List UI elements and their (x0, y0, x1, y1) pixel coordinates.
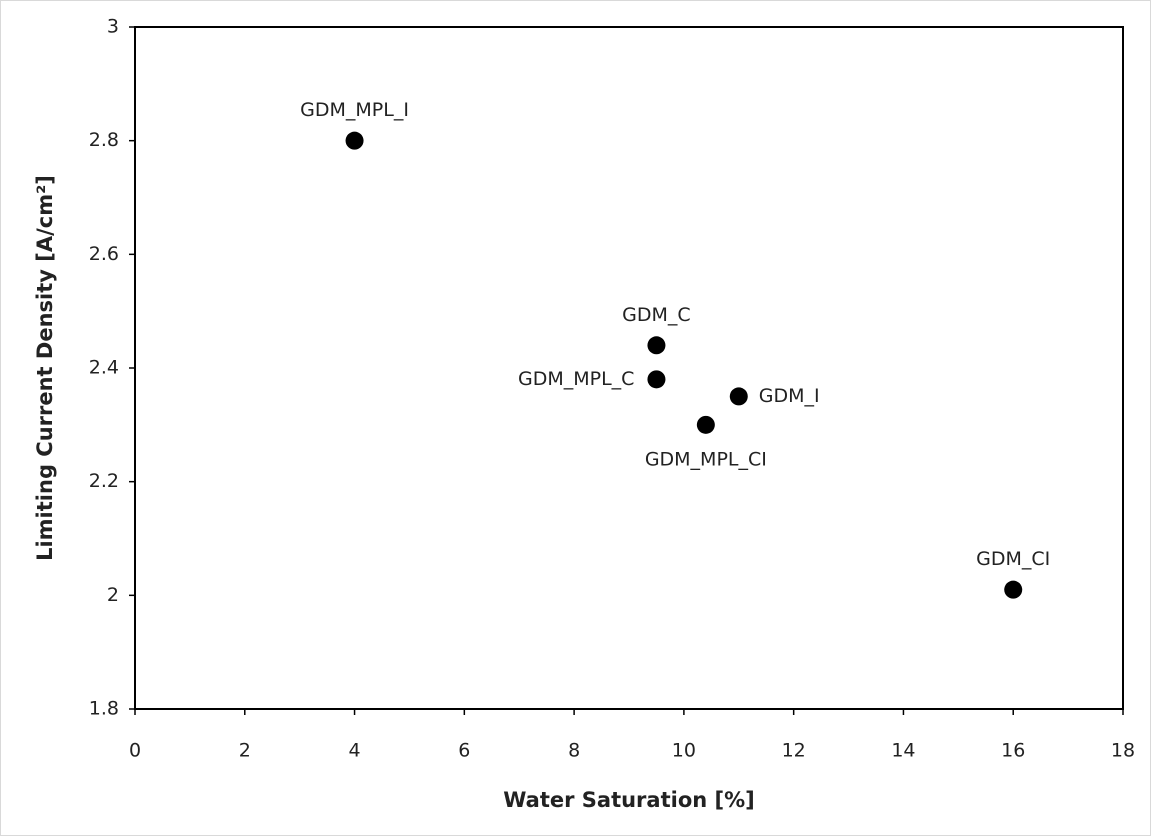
data-label: GDM_MPL_I (300, 99, 409, 121)
data-label: GDM_I (759, 385, 820, 407)
data-point (345, 131, 364, 150)
y-tick-label: 2.8 (89, 129, 119, 151)
y-tick-label: 2.4 (89, 357, 119, 379)
data-label: GDM_C (622, 304, 691, 326)
data-point (729, 387, 748, 406)
x-tick-label: 6 (458, 740, 470, 762)
y-tick-label: 3 (107, 16, 119, 38)
x-tick-label: 10 (672, 740, 696, 762)
y-tick-label: 1.8 (89, 698, 119, 720)
data-label: GDM_MPL_CI (645, 448, 767, 470)
data-label: GDM_CI (976, 548, 1050, 570)
x-tick-label: 18 (1111, 740, 1135, 762)
x-axis-title: Water Saturation [%] (503, 788, 755, 812)
y-tick-label: 2.6 (89, 243, 119, 265)
y-tick-label: 2 (107, 584, 119, 606)
y-axis-title: Limiting Current Density [A/cm²] (33, 175, 57, 561)
x-tick-label: 0 (129, 740, 141, 762)
x-tick-label: 2 (239, 740, 251, 762)
x-tick-label: 12 (782, 740, 806, 762)
y-tick-label: 2.2 (89, 470, 119, 492)
data-label: GDM_MPL_C (518, 368, 634, 390)
data-point (647, 370, 666, 389)
data-point (1004, 580, 1023, 599)
x-tick-label: 4 (349, 740, 361, 762)
x-tick-label: 16 (1001, 740, 1025, 762)
x-tick-label: 14 (891, 740, 915, 762)
data-point (696, 415, 715, 434)
data-point (647, 336, 666, 355)
x-tick-label: 8 (568, 740, 580, 762)
